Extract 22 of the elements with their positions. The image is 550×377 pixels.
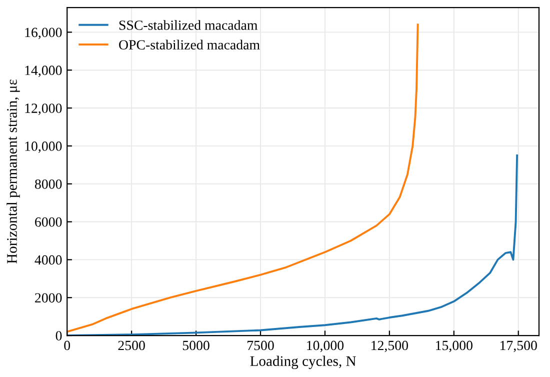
x-axis-title: Loading cycles, N	[250, 356, 356, 370]
y-tick-label: 14,000	[25, 66, 62, 78]
y-tick-label: 10,000	[25, 142, 62, 153]
y-tick-label: 16,000	[25, 28, 62, 40]
y-tick-label: 12,000	[25, 104, 62, 115]
y-tick-label: 8000	[34, 179, 62, 189]
x-tick-label: 2500	[118, 340, 145, 350]
x-tick-label: 0	[64, 340, 70, 350]
legend-label: OPC-stabilized macadam	[119, 40, 260, 50]
y-tick-label: 4000	[34, 255, 62, 265]
y-axis-title: Horizontal permanent strain, με	[6, 80, 20, 264]
x-tick-label: 17,500	[500, 340, 537, 352]
line-series	[67, 154, 518, 336]
legend-label: SSC-stabilized macadam	[119, 20, 258, 30]
y-tick-label: 0	[56, 331, 62, 340]
y-tick-label: 2000	[35, 293, 62, 303]
x-tick-label: 7500	[248, 340, 274, 350]
x-tick-label: 12,500	[372, 340, 408, 352]
x-tick-label: 10,000	[307, 340, 344, 352]
y-tick-label: 6000	[35, 217, 62, 227]
x-tick-label: 15,000	[436, 340, 472, 352]
x-tick-label: 5000	[182, 340, 210, 350]
